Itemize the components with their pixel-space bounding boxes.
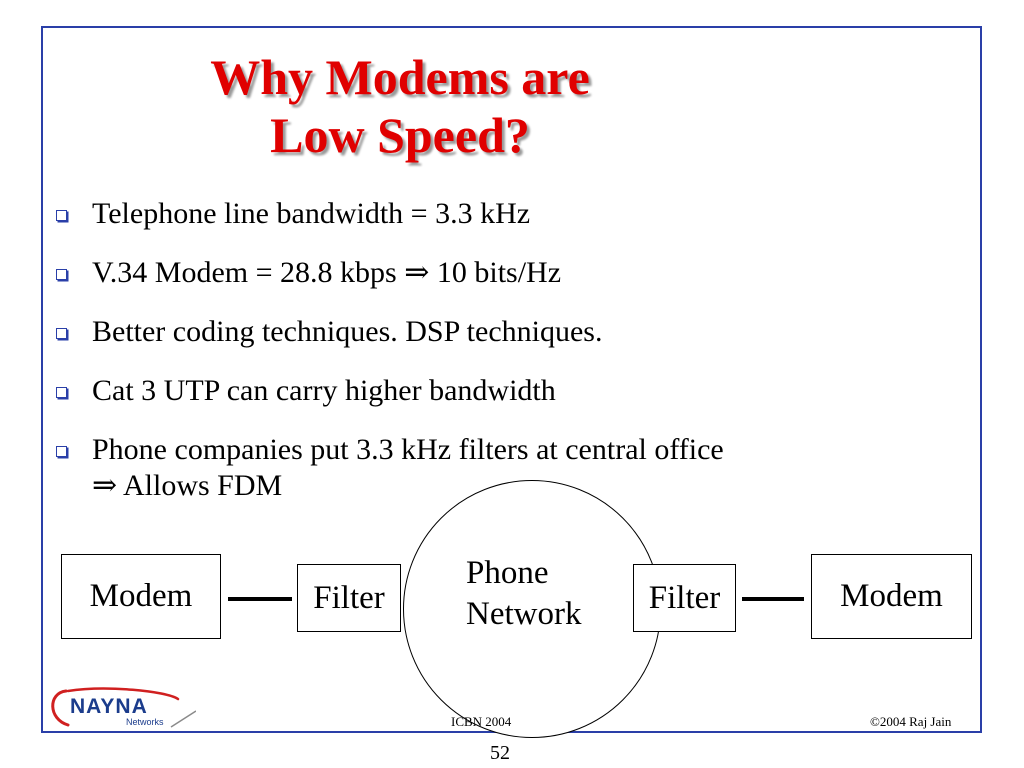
bullet-text: Better coding techniques. DSP techniques… bbox=[92, 315, 603, 348]
logo-subtext: Networks bbox=[126, 717, 164, 727]
bullet-text: Phone companies put 3.3 kHz filters at c… bbox=[92, 433, 724, 466]
nayna-logo: NAYNA Networks bbox=[46, 683, 196, 731]
slide-title: Why Modems are Low Speed? bbox=[100, 48, 700, 164]
logo-swoosh-icon bbox=[51, 687, 196, 728]
bullet-square-icon bbox=[56, 210, 67, 221]
title-line-1: Why Modems are bbox=[210, 49, 590, 105]
bullet-text: V.34 Modem = 28.8 kbps ⇒ 10 bits/Hz bbox=[92, 256, 562, 289]
bullet-square-icon bbox=[56, 387, 67, 398]
footer-copyright: ©2004 Raj Jain bbox=[870, 714, 952, 729]
footer-conference: ICBN 2004 bbox=[451, 714, 512, 729]
bullet-item: V.34 Modem = 28.8 kbps ⇒ 10 bits/Hz bbox=[52, 255, 972, 291]
bullet-text: Cat 3 UTP can carry higher bandwidth bbox=[92, 374, 556, 407]
bullet-square-icon bbox=[56, 269, 67, 280]
bullet-item: Better coding techniques. DSP techniques… bbox=[52, 314, 972, 350]
bullet-item: Cat 3 UTP can carry higher bandwidth bbox=[52, 373, 972, 409]
bullet-item: Phone companies put 3.3 kHz filters at c… bbox=[52, 432, 972, 504]
logo-text: NAYNA bbox=[70, 695, 148, 718]
page-number: 52 bbox=[490, 742, 510, 764]
bullet-continuation: ⇒ Allows FDM bbox=[92, 469, 283, 502]
bullet-item: Telephone line bandwidth = 3.3 kHz bbox=[52, 196, 972, 232]
bullet-text: Telephone line bandwidth = 3.3 kHz bbox=[92, 197, 531, 230]
bullet-square-icon bbox=[56, 328, 67, 339]
bullet-list: Telephone line bandwidth = 3.3 kHz V.34 … bbox=[52, 196, 972, 527]
title-line-2: Low Speed? bbox=[270, 107, 530, 163]
bullet-square-icon bbox=[56, 446, 67, 457]
